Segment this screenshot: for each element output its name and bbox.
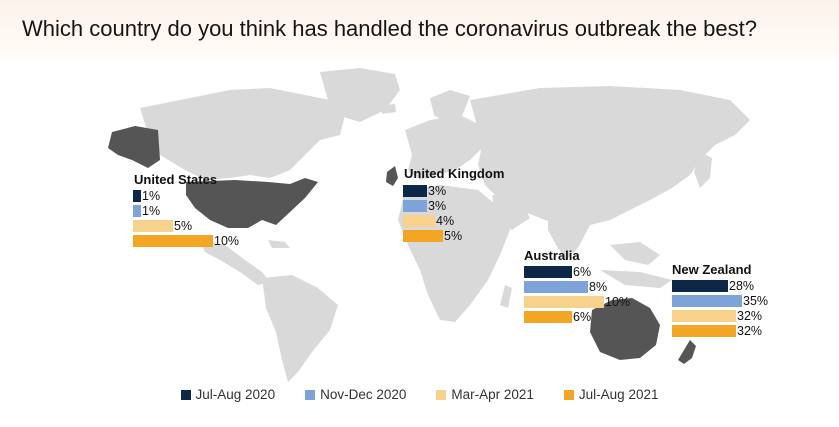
legend-label: Jul-Aug 2020 <box>195 387 276 402</box>
land-madagascar <box>500 285 512 308</box>
bar-row: 1% <box>133 189 239 202</box>
bar-jul-aug-2020 <box>403 184 427 197</box>
land-new-zealand <box>678 340 696 364</box>
bar-value-label: 5% <box>444 228 463 243</box>
bar-value-label: 32% <box>737 308 763 323</box>
country-label-new-zealand: New Zealand <box>672 262 752 277</box>
land-indonesia <box>600 270 672 288</box>
highlighted-countries <box>108 126 696 364</box>
bar-mar-apr-2021 <box>524 295 604 308</box>
bar-row: 3% <box>403 184 462 197</box>
land-caribbean <box>268 240 290 248</box>
bar-value-label: 32% <box>737 323 763 338</box>
land-europe <box>405 115 485 180</box>
chart-title: Which country do you think has handled t… <box>22 16 758 41</box>
land-uk <box>386 166 398 186</box>
legend: Jul-Aug 2020 Nov-Dec 2020 Mar-Apr 2021 J… <box>0 387 839 402</box>
bar-value-label: 4% <box>436 213 455 228</box>
land-india <box>548 210 590 260</box>
bar-group-uk: 3% 3% 4% 5% <box>403 184 462 244</box>
bar-jul-aug-2020 <box>524 265 572 278</box>
legend-item: Jul-Aug 2020 <box>180 387 276 402</box>
land-usa <box>186 178 318 228</box>
bar-row: 35% <box>672 294 768 307</box>
land-se-asia <box>610 242 660 265</box>
bar-nov-dec-2020 <box>672 294 742 307</box>
bar-jul-aug-2021 <box>403 229 443 242</box>
bar-jul-aug-2021 <box>524 310 572 323</box>
legend-label: Nov-Dec 2020 <box>320 387 407 402</box>
bar-row: 10% <box>524 295 630 308</box>
bar-jul-aug-2021 <box>133 234 213 247</box>
legend-swatch <box>436 389 447 400</box>
bar-value-label: 1% <box>142 188 161 203</box>
bar-row: 1% <box>133 204 239 217</box>
country-label-us: United States <box>134 172 218 187</box>
bar-mar-apr-2021 <box>403 214 435 227</box>
land-scandinavia <box>430 90 470 122</box>
legend-item: Nov-Dec 2020 <box>305 387 406 402</box>
land-australia <box>590 298 660 360</box>
land-iceland <box>380 104 396 114</box>
land-canada <box>140 88 345 180</box>
world-map <box>108 68 750 382</box>
legend-swatch <box>563 389 574 400</box>
legend-swatch <box>305 389 316 400</box>
bar-value-label: 3% <box>428 183 447 198</box>
land-japan <box>694 152 712 188</box>
legend-label: Mar-Apr 2021 <box>451 387 534 402</box>
bar-value-label: 10% <box>214 233 240 248</box>
bar-group-new-zealand: 28% 35% 32% 32% <box>672 279 768 339</box>
land-arabia <box>492 195 530 230</box>
bar-row: 28% <box>672 279 768 292</box>
country-label-australia: Australia <box>524 248 580 263</box>
bar-row: 32% <box>672 309 768 322</box>
bar-nov-dec-2020 <box>524 280 588 293</box>
title-band <box>0 0 839 64</box>
bar-value-label: 3% <box>428 198 447 213</box>
legend-swatch <box>180 389 191 400</box>
bar-row: 32% <box>672 324 768 337</box>
bar-row: 5% <box>133 219 239 232</box>
bar-row: 8% <box>524 280 630 293</box>
country-label-uk: United Kingdom <box>404 166 505 181</box>
bar-row: 6% <box>524 265 630 278</box>
bar-jul-aug-2020 <box>133 189 141 202</box>
bar-value-label: 5% <box>174 218 193 233</box>
bar-row: 6% <box>524 310 630 323</box>
bar-value-label: 28% <box>729 278 755 293</box>
legend-label: Jul-Aug 2021 <box>578 387 659 402</box>
bar-value-label: 10% <box>605 294 631 309</box>
land-south-america <box>262 275 338 382</box>
bar-row: 10% <box>133 234 239 247</box>
bar-row: 3% <box>403 199 462 212</box>
bar-row: 5% <box>403 229 462 242</box>
bar-group-us: 1% 1% 5% 10% <box>133 189 239 249</box>
land-masses <box>140 68 750 382</box>
bar-row: 4% <box>403 214 462 227</box>
bar-nov-dec-2020 <box>133 204 141 217</box>
legend-item: Jul-Aug 2021 <box>563 387 659 402</box>
bar-value-label: 35% <box>743 293 769 308</box>
bar-mar-apr-2021 <box>133 219 173 232</box>
land-alaska <box>108 126 160 168</box>
bar-group-australia: 6% 8% 10% 6% <box>524 265 630 325</box>
bar-nov-dec-2020 <box>403 199 427 212</box>
bar-jul-aug-2021 <box>672 324 736 337</box>
bar-value-label: 6% <box>573 309 592 324</box>
land-central-america <box>200 240 270 285</box>
bar-mar-apr-2021 <box>672 309 736 322</box>
land-asia <box>470 86 750 228</box>
bar-value-label: 6% <box>573 264 592 279</box>
legend-item: Mar-Apr 2021 <box>436 387 534 402</box>
bar-value-label: 1% <box>142 203 161 218</box>
bar-value-label: 8% <box>589 279 608 294</box>
bar-jul-aug-2020 <box>672 279 728 292</box>
land-greenland <box>320 68 400 122</box>
